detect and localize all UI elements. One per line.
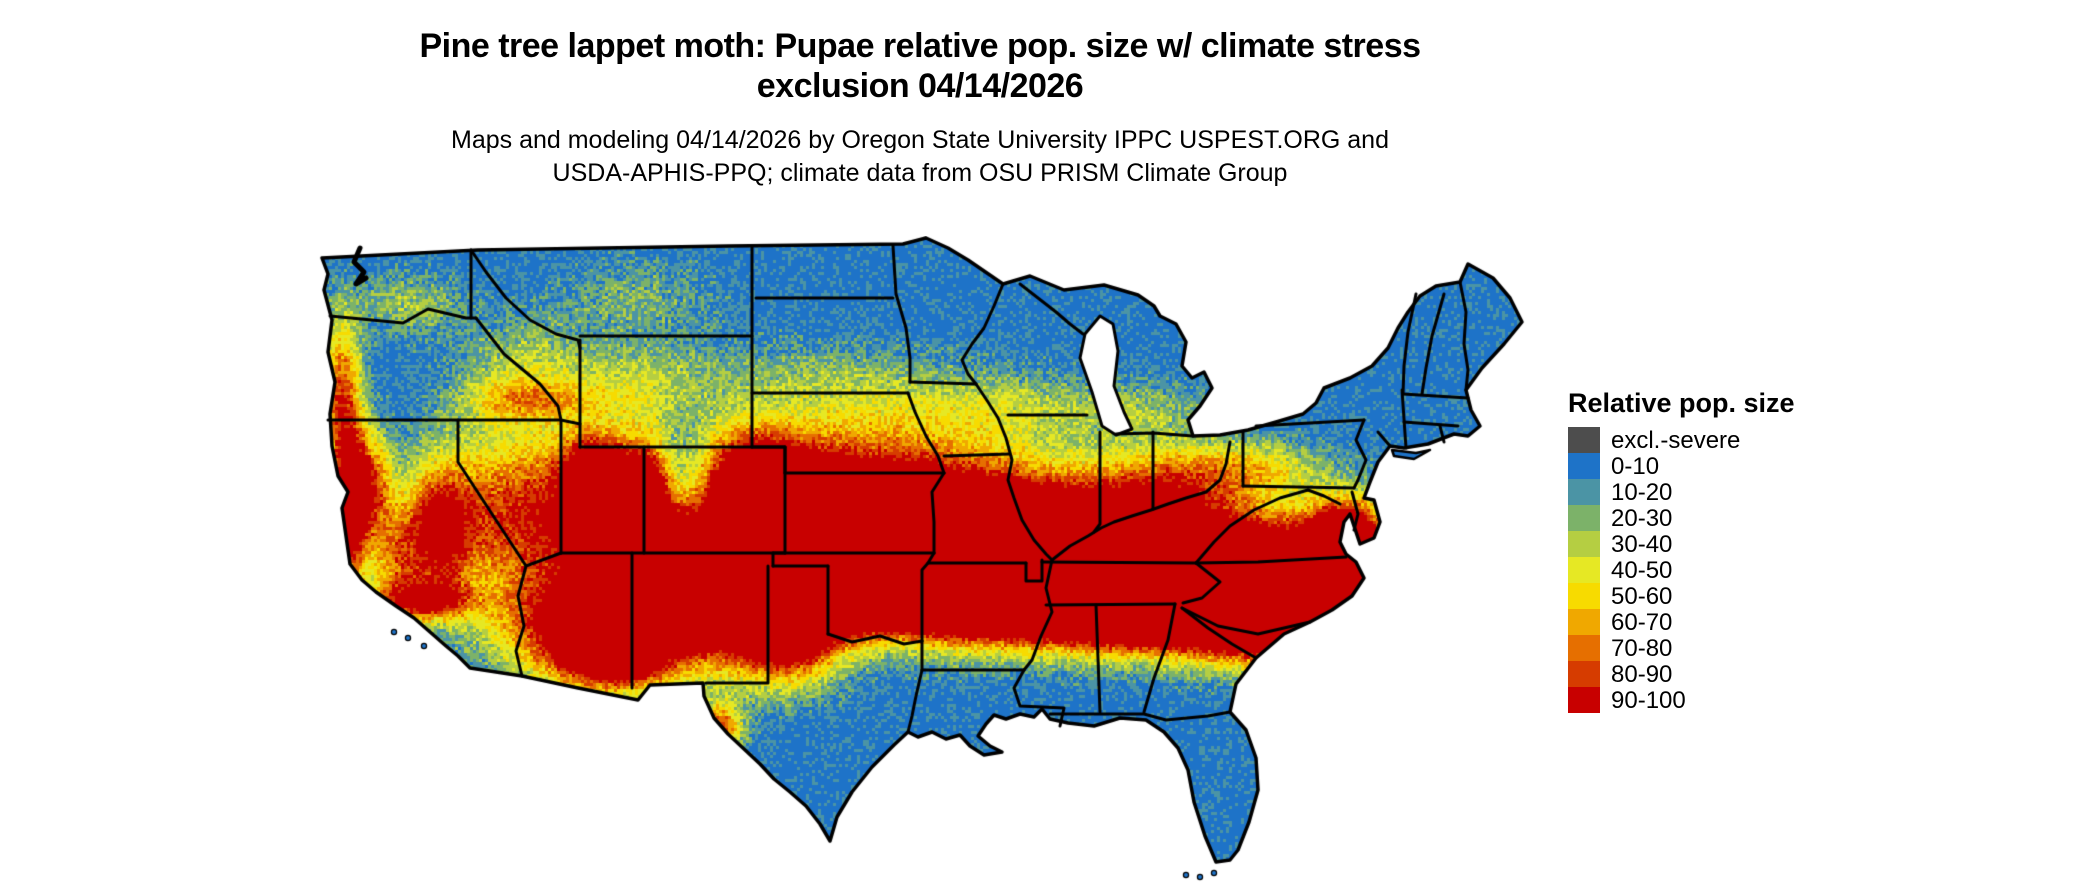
legend-item-label: 50-60: [1611, 583, 1673, 610]
legend-item: 60-70: [1568, 609, 1818, 636]
legend-item-label: 0-10: [1611, 453, 1660, 480]
subtitle-line-2: USDA-APHIS-PPQ; climate data from OSU PR…: [552, 159, 1288, 187]
subtitle-line-1: Maps and modeling 04/14/2026 by Oregon S…: [451, 126, 1389, 154]
legend-item: 90-100: [1568, 687, 1818, 714]
legend-item: 30-40: [1568, 531, 1818, 558]
legend-item-label: 70-80: [1611, 635, 1673, 662]
page-title: Pine tree lappet moth: Pupae relative po…: [0, 26, 1840, 106]
legend-item-label: 90-100: [1611, 687, 1686, 714]
legend-title: Relative pop. size: [1568, 388, 1795, 418]
legend-color-swatch: [1568, 427, 1600, 453]
legend-item: 20-30: [1568, 505, 1818, 532]
legend-item-label: 20-30: [1611, 505, 1673, 532]
legend-item-label: 40-50: [1611, 557, 1673, 584]
legend-item: 80-90: [1568, 661, 1818, 688]
legend-color-swatch: [1568, 479, 1600, 505]
legend-item: 40-50: [1568, 557, 1818, 584]
legend-color-swatch: [1568, 609, 1600, 635]
figure-subtitle: Maps and modeling 04/14/2026 by Oregon S…: [0, 124, 1840, 190]
figure-header: Pine tree lappet moth: Pupae relative po…: [0, 26, 1840, 190]
legend-color-swatch: [1568, 505, 1600, 531]
title-line-1: Pine tree lappet moth: Pupae relative po…: [419, 27, 1421, 65]
legend-item-label: excl.-severe: [1611, 427, 1741, 454]
legend-item: 10-20: [1568, 479, 1818, 506]
legend-items: excl.-severe 0-10 10-20 20-30 30-40 40-50 50-6…: [1568, 427, 1818, 714]
legend: Relative pop. size excl.-severe 0-10 10-20…: [1568, 388, 1818, 714]
legend-color-swatch: [1568, 687, 1600, 713]
legend-item-label: 60-70: [1611, 609, 1673, 636]
map-area: [308, 236, 1528, 886]
legend-color-swatch: [1568, 661, 1600, 687]
legend-color-swatch: [1568, 453, 1600, 479]
legend-color-swatch: [1568, 635, 1600, 661]
legend-item-label: 80-90: [1611, 661, 1673, 688]
legend-item: excl.-severe: [1568, 427, 1818, 454]
legend-item: 0-10: [1568, 453, 1818, 480]
legend-color-swatch: [1568, 557, 1600, 583]
title-line-2: exclusion 04/14/2026: [756, 67, 1084, 105]
legend-item: 70-80: [1568, 635, 1818, 662]
legend-item-label: 30-40: [1611, 531, 1673, 558]
legend-color-swatch: [1568, 583, 1600, 609]
legend-item-label: 10-20: [1611, 479, 1673, 506]
legend-color-swatch: [1568, 531, 1600, 557]
legend-item: 50-60: [1568, 583, 1818, 610]
us-choropleth-map: [308, 236, 1528, 886]
